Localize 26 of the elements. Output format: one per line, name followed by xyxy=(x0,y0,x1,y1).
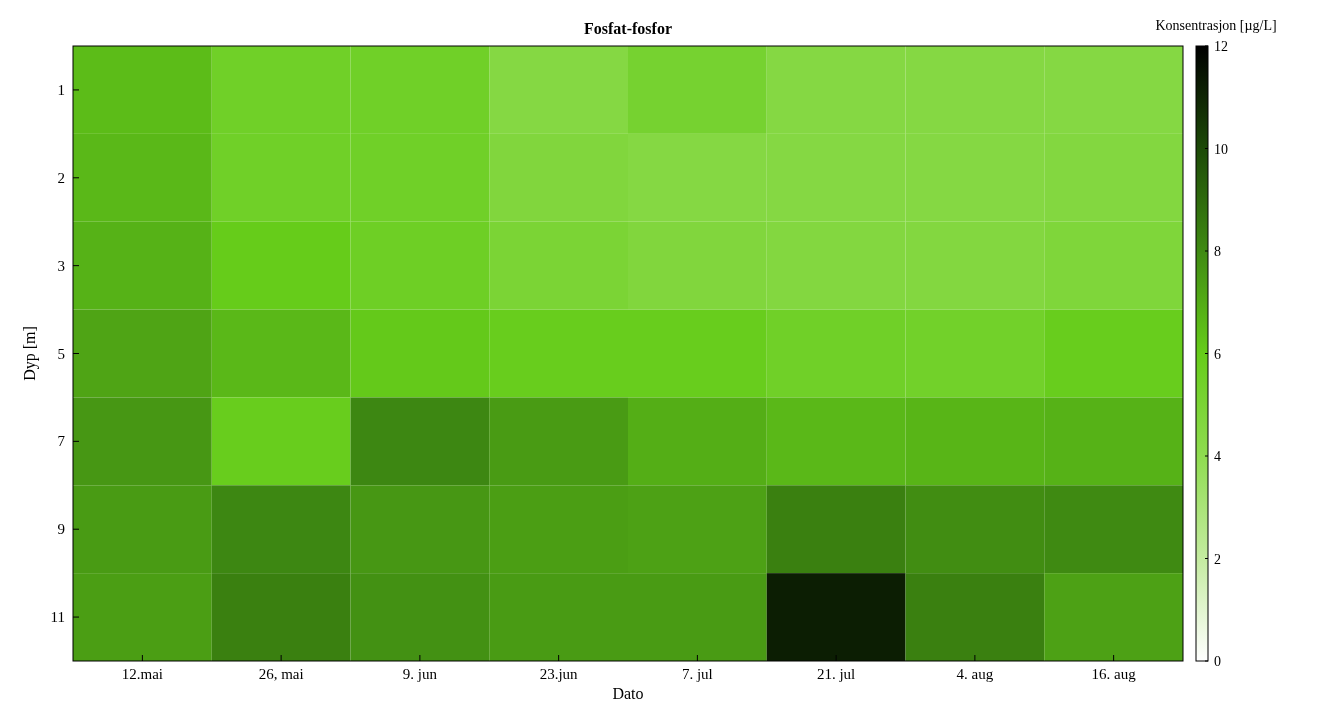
x-tick-label: 21. jul xyxy=(816,666,856,682)
x-tick-label: 9. jun xyxy=(402,666,438,682)
color-bar-label: 2 xyxy=(1214,551,1221,567)
y-tick-label: 9 xyxy=(57,521,65,538)
x-tick-label: 26, mai xyxy=(258,666,304,682)
y-tick-label: 1 xyxy=(57,81,65,98)
color-bar-label: 6 xyxy=(1214,346,1221,362)
y-tick-label: 7 xyxy=(57,433,66,450)
y-tick-label: 2 xyxy=(57,169,65,186)
chart-title: Fosfat-fosfor xyxy=(584,20,672,37)
x-tick-label: 7. jul xyxy=(681,666,713,682)
y-tick-label: 11 xyxy=(50,609,65,626)
color-bar-label: 8 xyxy=(1214,244,1221,259)
x-axis-title: Dato xyxy=(612,685,644,702)
x-tick-label: 23.jun xyxy=(539,666,579,682)
x-tick-label: 4. aug xyxy=(956,666,994,682)
color-bar-label: 4 xyxy=(1214,449,1221,464)
y-tick-label: 5 xyxy=(57,345,65,362)
color-bar-label: 12 xyxy=(1214,39,1228,54)
color-bar-label: 10 xyxy=(1214,141,1228,157)
y-axis-title: Dyp [m] xyxy=(21,326,39,381)
color-bar-title: Konsentrasjon [µg/L] xyxy=(1155,18,1277,33)
y-tick-label: 3 xyxy=(57,257,65,274)
x-tick-label: 16. aug xyxy=(1091,666,1137,682)
color-bar-label: 0 xyxy=(1214,654,1221,669)
x-tick-label: 12.mai xyxy=(121,666,163,682)
